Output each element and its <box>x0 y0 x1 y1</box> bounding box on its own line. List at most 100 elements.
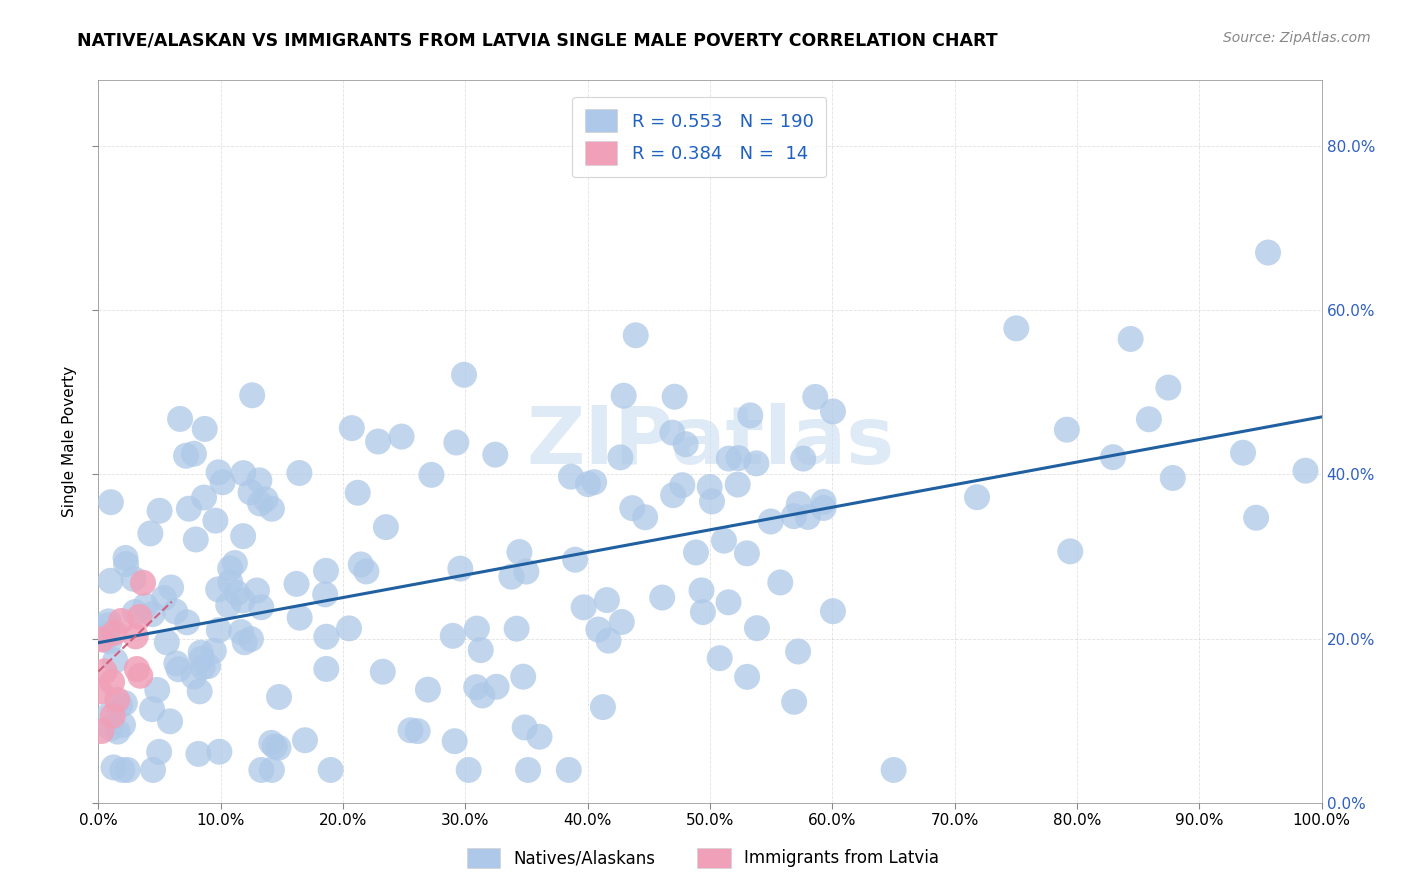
Point <box>821 604 844 618</box>
Legend: Natives/Alaskans, Immigrants from Latvia: Natives/Alaskans, Immigrants from Latvia <box>460 841 946 875</box>
Point <box>337 621 360 635</box>
Point <box>883 763 905 777</box>
Point <box>1102 450 1125 465</box>
Point <box>98 706 121 721</box>
Point <box>453 368 475 382</box>
Point <box>183 447 205 461</box>
Point <box>1295 464 1317 478</box>
Point <box>315 630 337 644</box>
Point <box>517 763 540 777</box>
Point <box>294 733 316 747</box>
Point <box>560 469 582 483</box>
Legend: R = 0.553   N = 190, R = 0.384   N =  14: R = 0.553 N = 190, R = 0.384 N = 14 <box>572 96 827 178</box>
Point <box>624 328 647 343</box>
Point <box>371 665 394 679</box>
Point <box>204 514 226 528</box>
Point <box>190 651 212 665</box>
Point <box>146 683 169 698</box>
Point <box>208 623 231 637</box>
Point <box>740 409 762 423</box>
Point <box>219 575 242 590</box>
Point <box>505 622 527 636</box>
Point <box>190 646 212 660</box>
Point <box>267 740 290 755</box>
Point <box>110 614 132 628</box>
Point <box>1157 381 1180 395</box>
Point <box>700 494 723 508</box>
Point <box>727 477 749 491</box>
Point <box>97 615 120 629</box>
Point <box>515 565 537 579</box>
Point <box>572 600 595 615</box>
Point <box>675 437 697 451</box>
Point <box>132 575 155 590</box>
Point <box>105 693 128 707</box>
Point <box>759 515 782 529</box>
Point <box>240 388 263 402</box>
Point <box>194 422 217 436</box>
Point <box>513 720 536 734</box>
Point <box>97 618 120 632</box>
Point <box>167 662 190 676</box>
Point <box>100 574 122 588</box>
Point <box>224 556 246 570</box>
Point <box>91 632 114 647</box>
Point <box>202 644 225 658</box>
Point <box>93 626 115 640</box>
Point <box>564 552 586 566</box>
Point <box>792 451 814 466</box>
Point <box>114 696 136 710</box>
Point <box>174 449 197 463</box>
Point <box>90 724 112 739</box>
Point <box>690 583 713 598</box>
Point <box>443 734 465 748</box>
Point <box>735 546 758 560</box>
Point <box>416 682 439 697</box>
Point <box>613 389 636 403</box>
Point <box>260 736 283 750</box>
Point <box>98 634 121 648</box>
Point <box>263 739 285 754</box>
Point <box>129 669 152 683</box>
Point <box>250 600 273 615</box>
Point <box>141 607 163 621</box>
Point <box>787 644 810 658</box>
Point <box>165 604 187 618</box>
Point <box>471 689 494 703</box>
Point <box>735 670 758 684</box>
Point <box>610 615 633 629</box>
Point <box>485 680 508 694</box>
Point <box>769 575 792 590</box>
Point <box>465 622 488 636</box>
Point <box>141 702 163 716</box>
Point <box>661 425 683 440</box>
Point <box>117 763 139 777</box>
Point <box>717 595 740 609</box>
Point <box>470 643 492 657</box>
Point <box>225 586 247 600</box>
Point <box>783 509 806 524</box>
Text: ZIPatlas: ZIPatlas <box>526 402 894 481</box>
Point <box>634 510 657 524</box>
Point <box>1257 245 1279 260</box>
Point <box>159 714 181 729</box>
Point <box>692 605 714 619</box>
Point <box>122 572 145 586</box>
Point <box>446 435 468 450</box>
Point <box>108 698 131 713</box>
Point <box>260 501 283 516</box>
Point <box>247 474 270 488</box>
Point <box>148 745 170 759</box>
Point <box>197 659 219 673</box>
Point <box>207 465 229 479</box>
Point <box>745 456 768 470</box>
Point <box>340 421 363 435</box>
Point <box>441 629 464 643</box>
Point <box>350 558 373 572</box>
Point <box>671 478 693 492</box>
Point <box>709 651 731 665</box>
Point <box>592 700 614 714</box>
Y-axis label: Single Male Poverty: Single Male Poverty <box>62 366 77 517</box>
Point <box>229 625 252 640</box>
Point <box>399 723 422 738</box>
